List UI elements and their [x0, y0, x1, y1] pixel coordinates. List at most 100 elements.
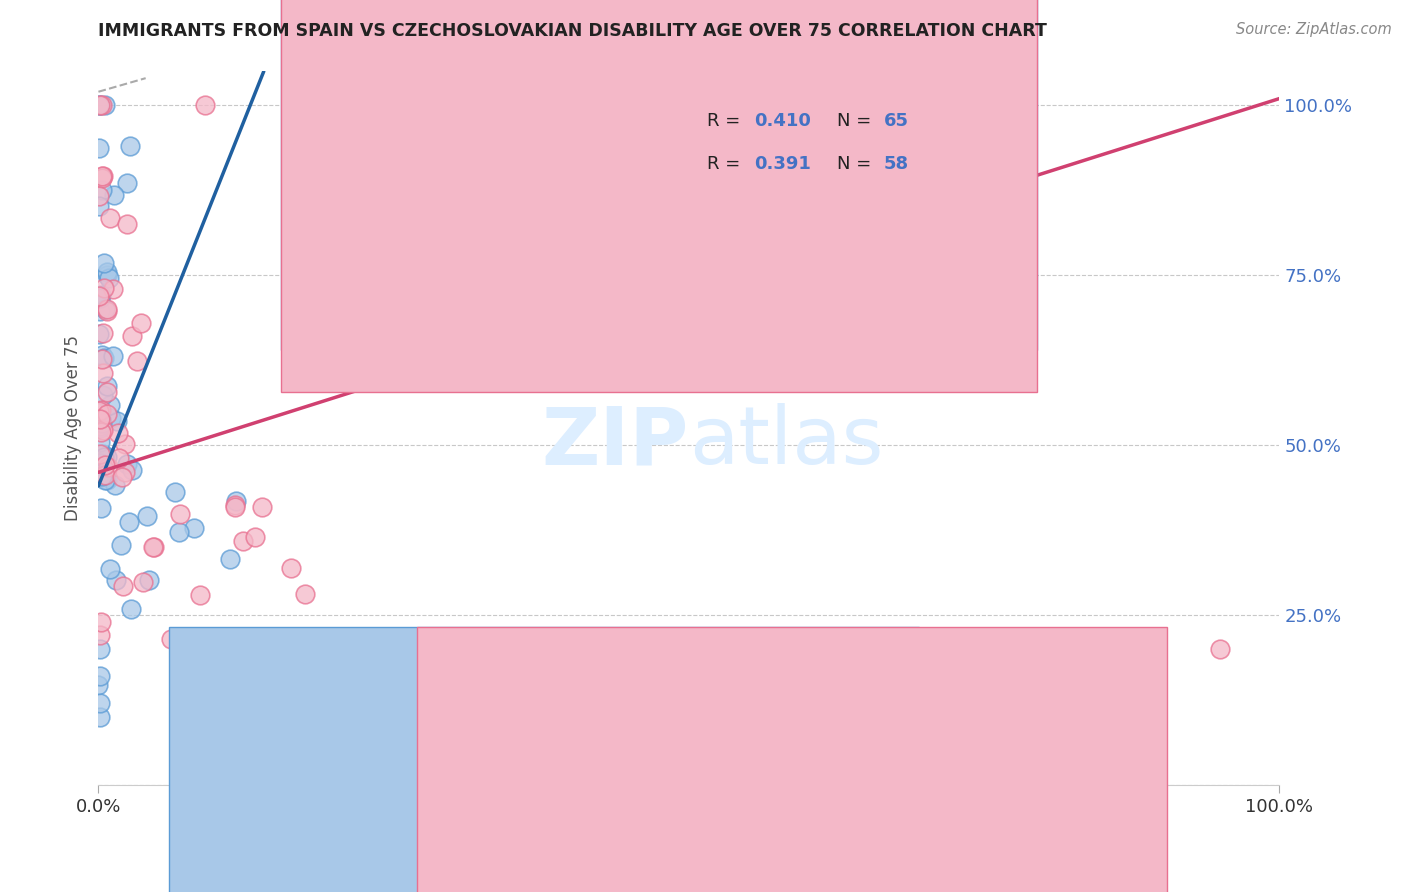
Text: R =: R =	[707, 155, 745, 173]
Point	[167, 524, 190, 539]
Point	[90, 412, 112, 426]
Point	[91, 423, 114, 437]
FancyBboxPatch shape	[281, 0, 1038, 350]
Point	[111, 469, 134, 483]
Text: atlas: atlas	[689, 403, 883, 482]
Point	[93, 281, 115, 295]
Point	[120, 138, 142, 153]
Point	[90, 352, 112, 367]
Point	[221, 697, 243, 711]
Point	[100, 562, 122, 576]
Point	[89, 669, 111, 683]
Point	[188, 588, 211, 602]
Point	[90, 183, 112, 197]
Point	[97, 460, 120, 475]
Text: N =: N =	[837, 112, 876, 130]
Point	[143, 540, 166, 554]
Point	[89, 642, 111, 657]
Point	[115, 457, 138, 471]
Point	[115, 217, 138, 231]
Point	[90, 469, 112, 483]
Point	[91, 447, 114, 461]
Point	[159, 632, 181, 646]
Point	[96, 408, 118, 422]
Point	[91, 169, 114, 184]
Point	[96, 450, 118, 464]
Point	[107, 426, 129, 441]
Point	[129, 316, 152, 330]
Point	[93, 256, 115, 270]
Point	[118, 515, 141, 529]
Point	[224, 500, 246, 515]
Point	[89, 456, 111, 470]
FancyBboxPatch shape	[612, 82, 979, 218]
Point	[89, 412, 111, 426]
Point	[101, 349, 124, 363]
Point	[132, 574, 155, 589]
Point	[91, 388, 114, 402]
Text: IMMIGRANTS FROM SPAIN VS CZECHOSLOVAKIAN DISABILITY AGE OVER 75 CORRELATION CHAR: IMMIGRANTS FROM SPAIN VS CZECHOSLOVAKIAN…	[98, 22, 1047, 40]
Point	[89, 710, 111, 724]
Point	[243, 530, 266, 544]
Point	[90, 348, 112, 362]
Point	[218, 552, 240, 566]
Point	[98, 270, 121, 285]
Text: 58: 58	[884, 155, 908, 173]
Point	[104, 478, 127, 492]
Point	[142, 540, 165, 554]
Point	[96, 268, 118, 283]
Text: Czechoslovakians: Czechoslovakians	[825, 840, 973, 858]
Y-axis label: Disability Age Over 75: Disability Age Over 75	[65, 335, 83, 521]
Point	[90, 501, 112, 516]
Point	[87, 188, 110, 202]
Point	[89, 288, 111, 302]
Point	[89, 419, 111, 434]
Point	[232, 533, 254, 548]
Point	[90, 402, 112, 417]
Point	[89, 434, 111, 449]
Point	[194, 98, 217, 112]
Point	[89, 291, 111, 305]
Point	[224, 498, 246, 512]
Point	[294, 587, 316, 601]
Point	[91, 171, 114, 186]
Point	[1209, 642, 1232, 657]
Point	[110, 538, 132, 552]
Point	[89, 697, 111, 711]
Point	[90, 425, 112, 439]
Point	[87, 416, 110, 430]
Point	[94, 98, 117, 112]
Point	[183, 521, 205, 535]
Point	[98, 399, 121, 413]
Point	[87, 326, 110, 341]
Text: ZIP: ZIP	[541, 403, 689, 482]
Point	[94, 301, 117, 316]
Point	[169, 507, 191, 521]
Point	[120, 602, 142, 616]
FancyBboxPatch shape	[418, 626, 1167, 892]
Point	[87, 403, 110, 417]
Point	[98, 211, 121, 226]
Point	[114, 437, 136, 451]
Point	[87, 467, 110, 482]
Text: 0.410: 0.410	[754, 112, 811, 130]
Point	[89, 628, 111, 642]
Point	[96, 385, 118, 400]
Point	[96, 379, 118, 393]
Point	[87, 289, 110, 303]
Point	[89, 447, 111, 461]
Point	[121, 329, 143, 343]
Text: Source: ZipAtlas.com: Source: ZipAtlas.com	[1236, 22, 1392, 37]
Point	[107, 413, 129, 427]
Point	[297, 98, 319, 112]
Point	[198, 671, 221, 685]
Point	[107, 451, 129, 466]
Point	[89, 98, 111, 112]
Point	[91, 366, 114, 380]
Point	[225, 494, 247, 508]
FancyBboxPatch shape	[169, 626, 920, 892]
Point	[96, 302, 118, 317]
Point	[89, 304, 111, 318]
Point	[101, 281, 124, 295]
Point	[87, 140, 110, 154]
